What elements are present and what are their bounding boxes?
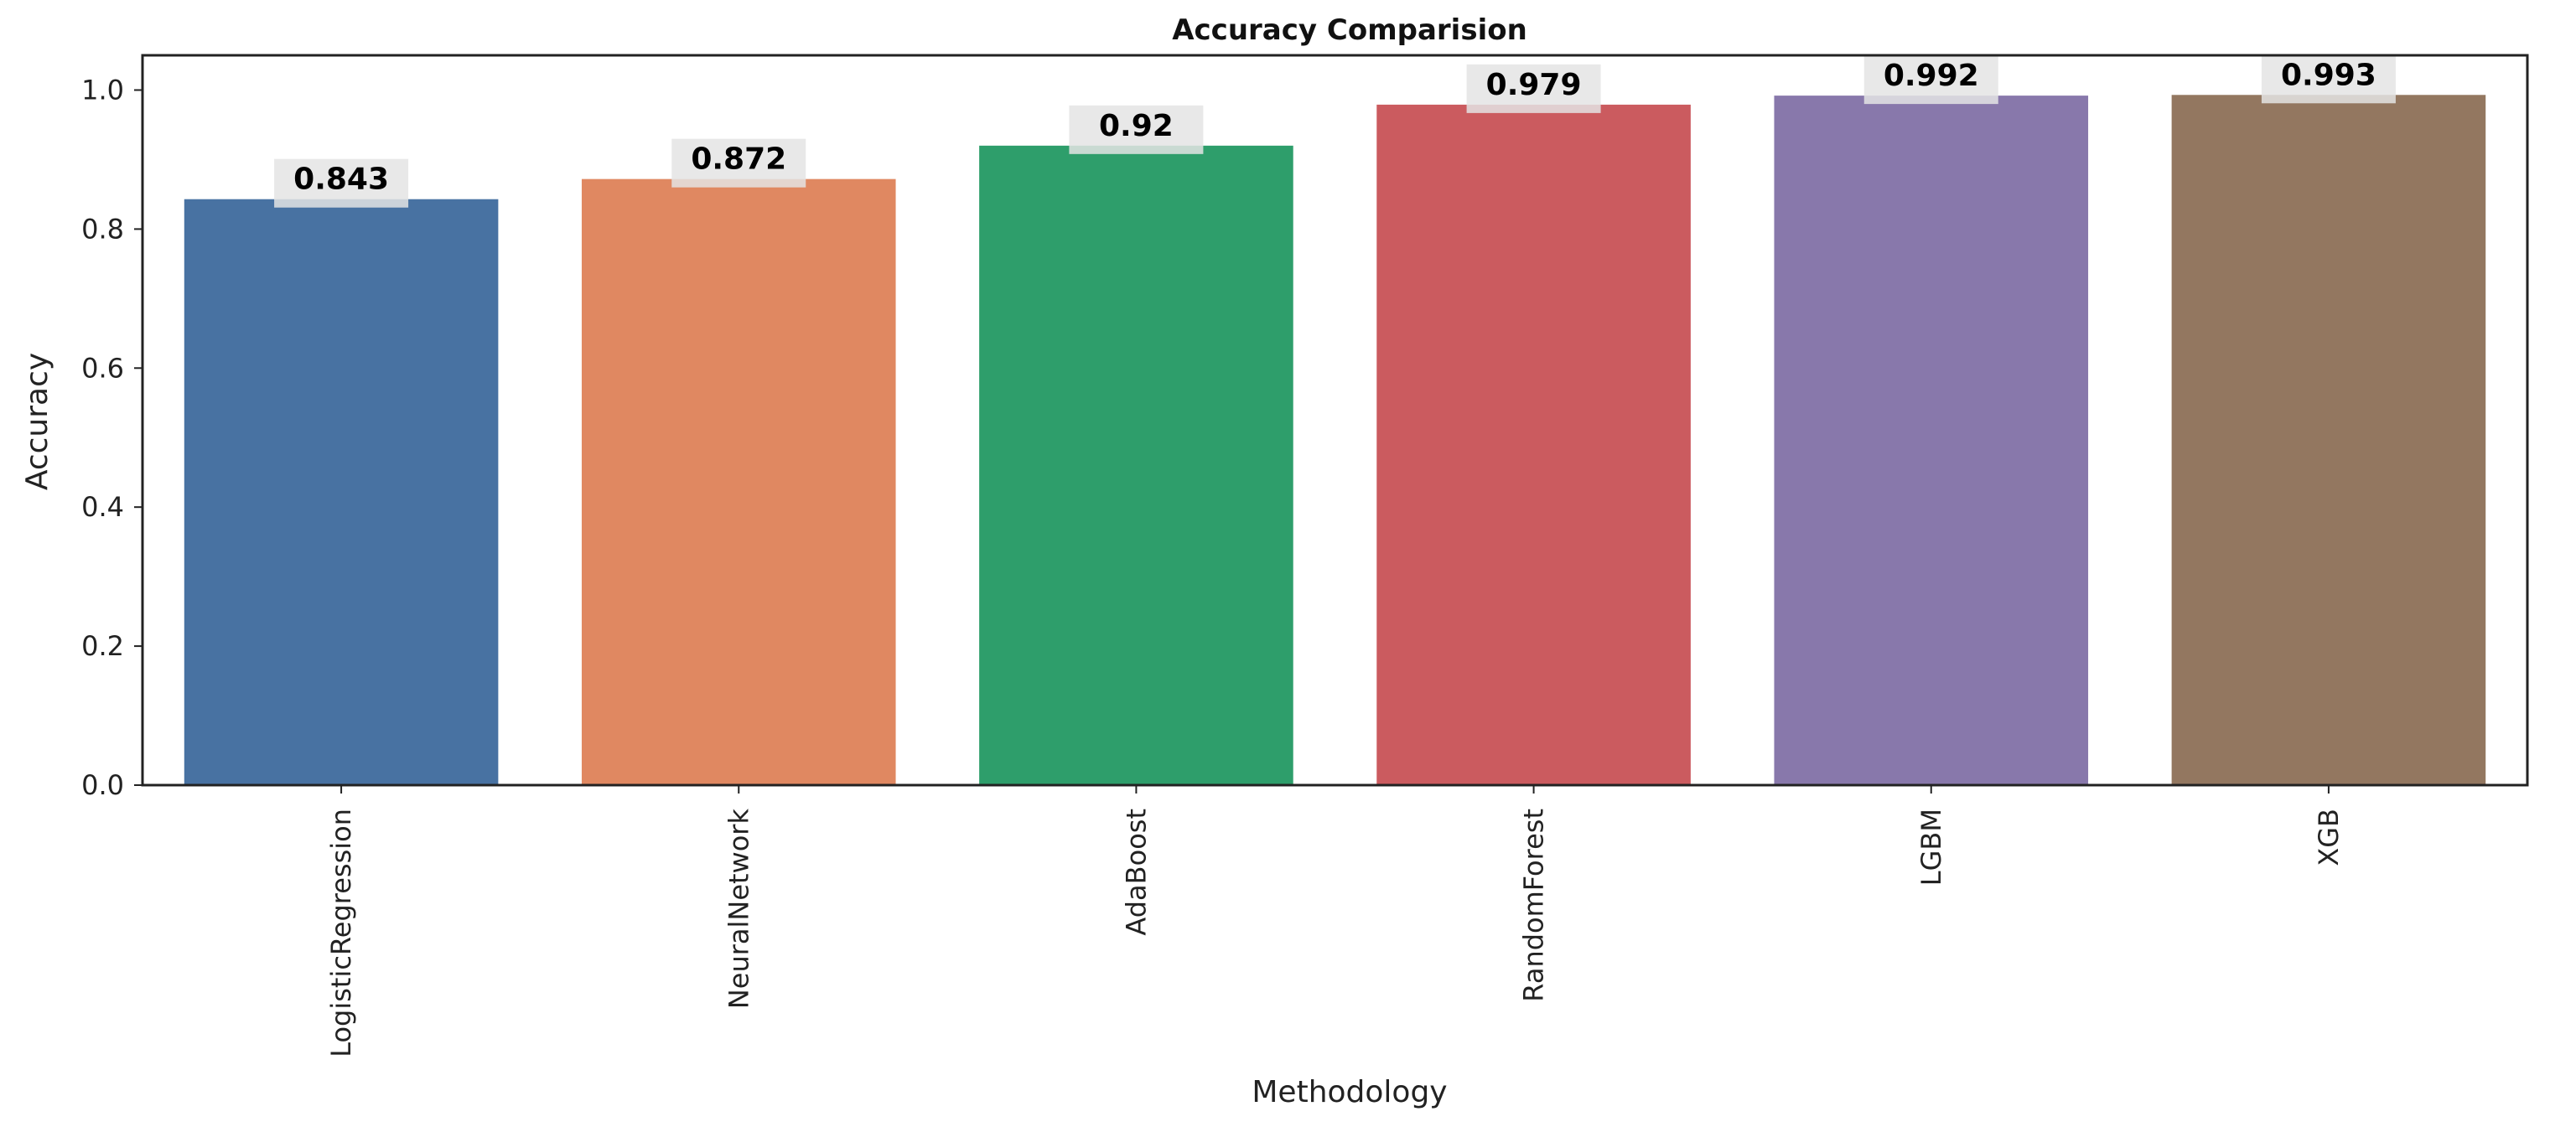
- y-tick-label: 1.0: [81, 74, 124, 106]
- bar-adaboost: [979, 145, 1293, 786]
- value-label: 0.872: [691, 142, 786, 177]
- bar-randomforest: [1376, 104, 1691, 786]
- x-tick-label: NeuralNetwork: [723, 809, 754, 1010]
- x-tick-label: RandomForest: [1518, 809, 1550, 1002]
- y-tick-label: 0.4: [81, 491, 124, 523]
- value-label: 0.92: [1099, 109, 1174, 143]
- value-label: 0.993: [2281, 58, 2376, 92]
- plot-area: 0.0 0.2 0.4 0.6 0.8 1.0 0.843 LogisticRegressio…: [81, 54, 2486, 1057]
- x-axis-label: Methodology: [1252, 1075, 1447, 1109]
- bar-lgbm: [1774, 96, 2089, 786]
- y-tick-label: 0.0: [81, 769, 124, 801]
- value-label-background: [1863, 55, 1998, 105]
- value-label-background: [671, 138, 806, 188]
- y-tick-label: 0.2: [81, 630, 124, 662]
- value-label-background: [274, 158, 409, 208]
- x-tick-label: LGBM: [1915, 809, 1947, 886]
- value-label-background: [1069, 105, 1204, 154]
- x-tick-label: LogisticRegression: [325, 809, 357, 1057]
- y-tick-label: 0.6: [81, 352, 124, 384]
- value-label-background: [2261, 54, 2396, 104]
- value-label: 0.979: [1486, 68, 1582, 102]
- bar-neuralnetwork: [581, 178, 896, 785]
- chart-title: Accuracy Comparision: [1172, 13, 1527, 47]
- plot-frame: [141, 54, 2529, 787]
- y-axis-label: Accuracy: [20, 353, 54, 490]
- y-tick-label: 0.8: [81, 213, 124, 245]
- value-label: 0.843: [293, 163, 389, 197]
- bar-logisticregression: [184, 199, 499, 785]
- bar-xgb: [2171, 95, 2486, 786]
- x-tick-label: AdaBoost: [1120, 809, 1152, 936]
- x-tick-label: XGB: [2313, 809, 2345, 866]
- value-label-background: [1466, 64, 1601, 113]
- value-label: 0.992: [1884, 59, 1979, 93]
